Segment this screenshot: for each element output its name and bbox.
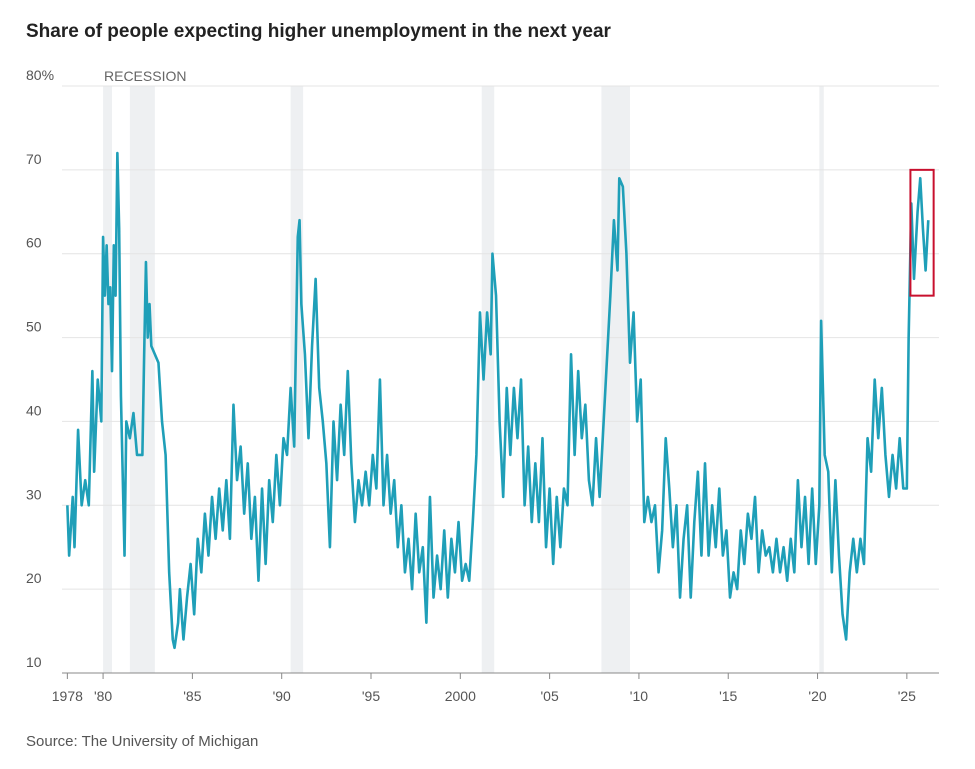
x-tick-label: '95 xyxy=(362,688,380,704)
y-tick-label: 30 xyxy=(26,486,42,502)
recession-band xyxy=(103,86,113,673)
chart-title: Share of people expecting higher unemplo… xyxy=(26,21,612,42)
y-tick-label: 70 xyxy=(26,151,42,167)
x-tick-label: 2000 xyxy=(445,688,476,704)
x-tick-label: '20 xyxy=(808,688,826,704)
y-tick-label: 50 xyxy=(26,319,42,335)
source-note: Source: The University of Michigan xyxy=(26,733,258,750)
y-tick-label: 60 xyxy=(26,235,42,251)
x-tick-label: '10 xyxy=(630,688,648,704)
x-tick-label: 1978 xyxy=(52,688,83,704)
y-tick-label: 80% xyxy=(26,67,54,83)
recession-band xyxy=(290,86,304,673)
recession-band xyxy=(481,86,495,673)
recession-band xyxy=(129,86,155,673)
y-tick-label: 20 xyxy=(26,570,42,586)
x-tick-label: '90 xyxy=(273,688,291,704)
highlight-box xyxy=(909,168,935,297)
x-tick-label: '05 xyxy=(540,688,558,704)
x-tick-label: '15 xyxy=(719,688,737,704)
x-tick-label: '25 xyxy=(898,688,916,704)
data-line xyxy=(66,151,930,650)
y-tick-label: 10 xyxy=(26,654,42,670)
x-tick-label: '80 xyxy=(94,688,112,704)
x-tick-label: '85 xyxy=(183,688,201,704)
y-tick-label: 40 xyxy=(26,402,42,418)
recession-label: RECESSION xyxy=(104,68,186,84)
